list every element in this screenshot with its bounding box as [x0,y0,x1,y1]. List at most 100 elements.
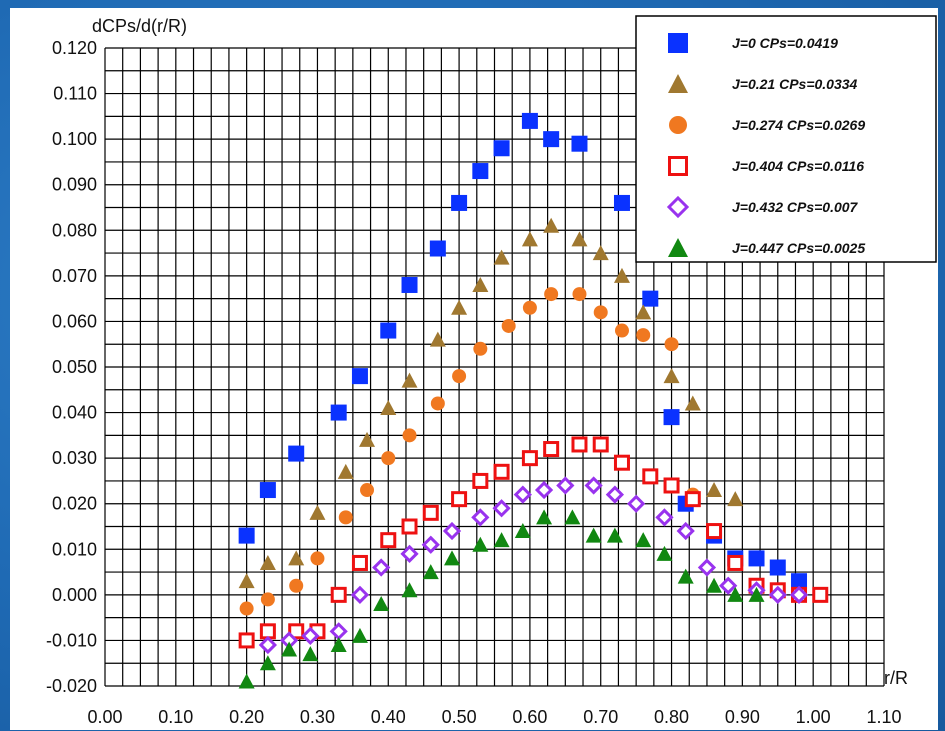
legend-box [635,15,937,263]
data-point [543,441,560,458]
data-point [258,635,278,655]
x-tick-label: 0.60 [512,707,547,727]
data-point [748,550,765,567]
data-point [259,623,276,640]
x-tick-label: 0.40 [371,707,406,727]
data-point [677,568,694,584]
data-point [289,578,304,593]
x-tick-label: 0.00 [87,707,122,727]
data-point [238,573,255,589]
data-point [521,112,538,129]
data-point [571,135,588,152]
data-point [593,305,608,320]
data-point [359,431,376,447]
data-point [330,636,347,652]
x-tick-label: 0.20 [229,707,264,727]
y-tick-label: 0.080 [52,220,97,240]
legend-marker [668,33,688,53]
x-tick-label: 0.80 [654,707,689,727]
data-point [642,468,659,485]
x-tick-label: 1.10 [866,707,901,727]
data-point [373,595,390,611]
data-point [585,527,602,543]
data-point [613,194,630,211]
data-point [606,527,623,543]
data-point [472,536,489,552]
data-point [493,463,510,480]
data-point [493,249,510,265]
data-point [534,480,554,500]
data-point [401,276,418,293]
data-point [592,245,609,261]
data-point [473,341,488,356]
chart-panel: -0.020 -0.010 0.000 0.010 0.020 0.030 0.040 0.0… [10,8,938,730]
data-point [493,532,510,548]
data-point [663,477,680,494]
data-point [513,485,532,504]
y-tick-labels: -0.020 -0.010 0.000 0.010 0.020 0.030 0.040 0.0… [46,38,97,696]
legend-entry: J=0 CPs=0.0419 [732,35,838,51]
data-point [381,451,396,466]
data-point [471,508,490,527]
data-point [727,586,744,602]
data-point [238,527,255,544]
data-point [536,509,553,525]
data-point [309,504,326,520]
data-point [259,655,276,671]
data-point [238,673,255,689]
data-point [401,372,418,388]
data-point [351,368,368,385]
data-point [281,641,298,657]
data-point [338,510,353,525]
data-point [380,532,397,549]
data-point [514,523,531,539]
y-axis-label: dCPs/d(r/R) [92,16,187,36]
y-tick-label: 0.060 [52,311,97,331]
data-point [421,535,440,554]
data-point [571,231,588,247]
data-point [642,290,659,307]
data-point [664,337,679,352]
data-point [472,163,489,180]
y-tick-label: 0.120 [52,38,97,58]
data-point [259,554,276,570]
data-point [360,483,375,498]
data-point [727,554,744,571]
data-point [706,577,723,593]
data-point [627,494,646,513]
data-point [260,592,275,607]
x-tick-labels: 0.00 0.10 0.20 0.30 0.40 0.50 0.60 0.70 0.80 0.90… [87,707,901,727]
data-point [636,328,651,343]
data-point [401,582,418,598]
data-point [748,586,765,602]
data-point [372,558,391,577]
data-point [592,436,609,453]
data-point [472,472,489,489]
legend-marker [668,74,688,93]
y-tick-label: 0.090 [52,175,97,195]
legend-marker [666,195,690,219]
data-point [288,445,305,462]
data-point [430,396,445,411]
x-tick-label: 1.00 [796,707,831,727]
y-tick-label: -0.010 [46,630,97,650]
data-point [543,217,560,233]
x-tick-label: 0.10 [158,707,193,727]
scatter-chart: -0.020 -0.010 0.000 0.010 0.020 0.030 0.040 0.0… [46,15,937,727]
legend: J=0 CPs=0.0419 J=0.21 CPs=0.0334 J=0.274 C… [635,15,937,263]
data-point [584,476,603,495]
data-point [727,491,744,507]
data-point [791,573,808,590]
data-point [614,323,629,338]
data-point [571,436,588,453]
data-points [238,112,829,689]
data-point [402,428,417,443]
data-point [239,601,254,616]
data-point [492,499,511,518]
data-point [301,626,320,645]
data-point [472,276,489,292]
legend-entry: J=0.21 CPs=0.0334 [732,76,858,92]
y-tick-label: 0.020 [52,494,97,514]
y-tick-label: -0.020 [46,676,97,696]
data-point [521,450,538,467]
